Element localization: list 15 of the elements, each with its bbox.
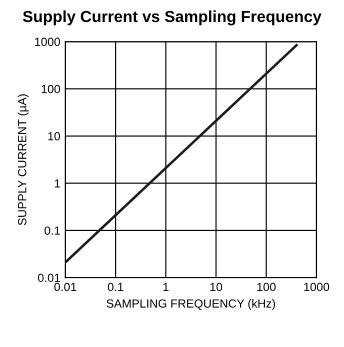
x-tick-label: 100 xyxy=(257,282,276,292)
x-axis-title: SAMPLING FREQUENCY (kHz) xyxy=(106,299,276,310)
y-tick-label: 10 xyxy=(48,132,60,140)
x-tick-label: 10 xyxy=(210,282,222,292)
x-tick-label: 0.01 xyxy=(54,282,76,292)
y-tick-label: 100 xyxy=(42,84,60,94)
y-tick-label: 1000 xyxy=(35,38,60,46)
x-tick-label: 1000 xyxy=(304,282,330,292)
y-tick-label: 0.01 xyxy=(38,274,60,282)
y-axis-title: SUPPLY CURRENT (µA) xyxy=(18,94,29,226)
x-tick-label: 0.1 xyxy=(108,282,124,292)
x-tick-label: 1 xyxy=(163,282,169,292)
y-tick-label: 1 xyxy=(54,179,60,188)
y-tick-label: 0.1 xyxy=(44,226,60,235)
chart-title: Supply Current vs Sampling Frequency xyxy=(22,10,322,26)
